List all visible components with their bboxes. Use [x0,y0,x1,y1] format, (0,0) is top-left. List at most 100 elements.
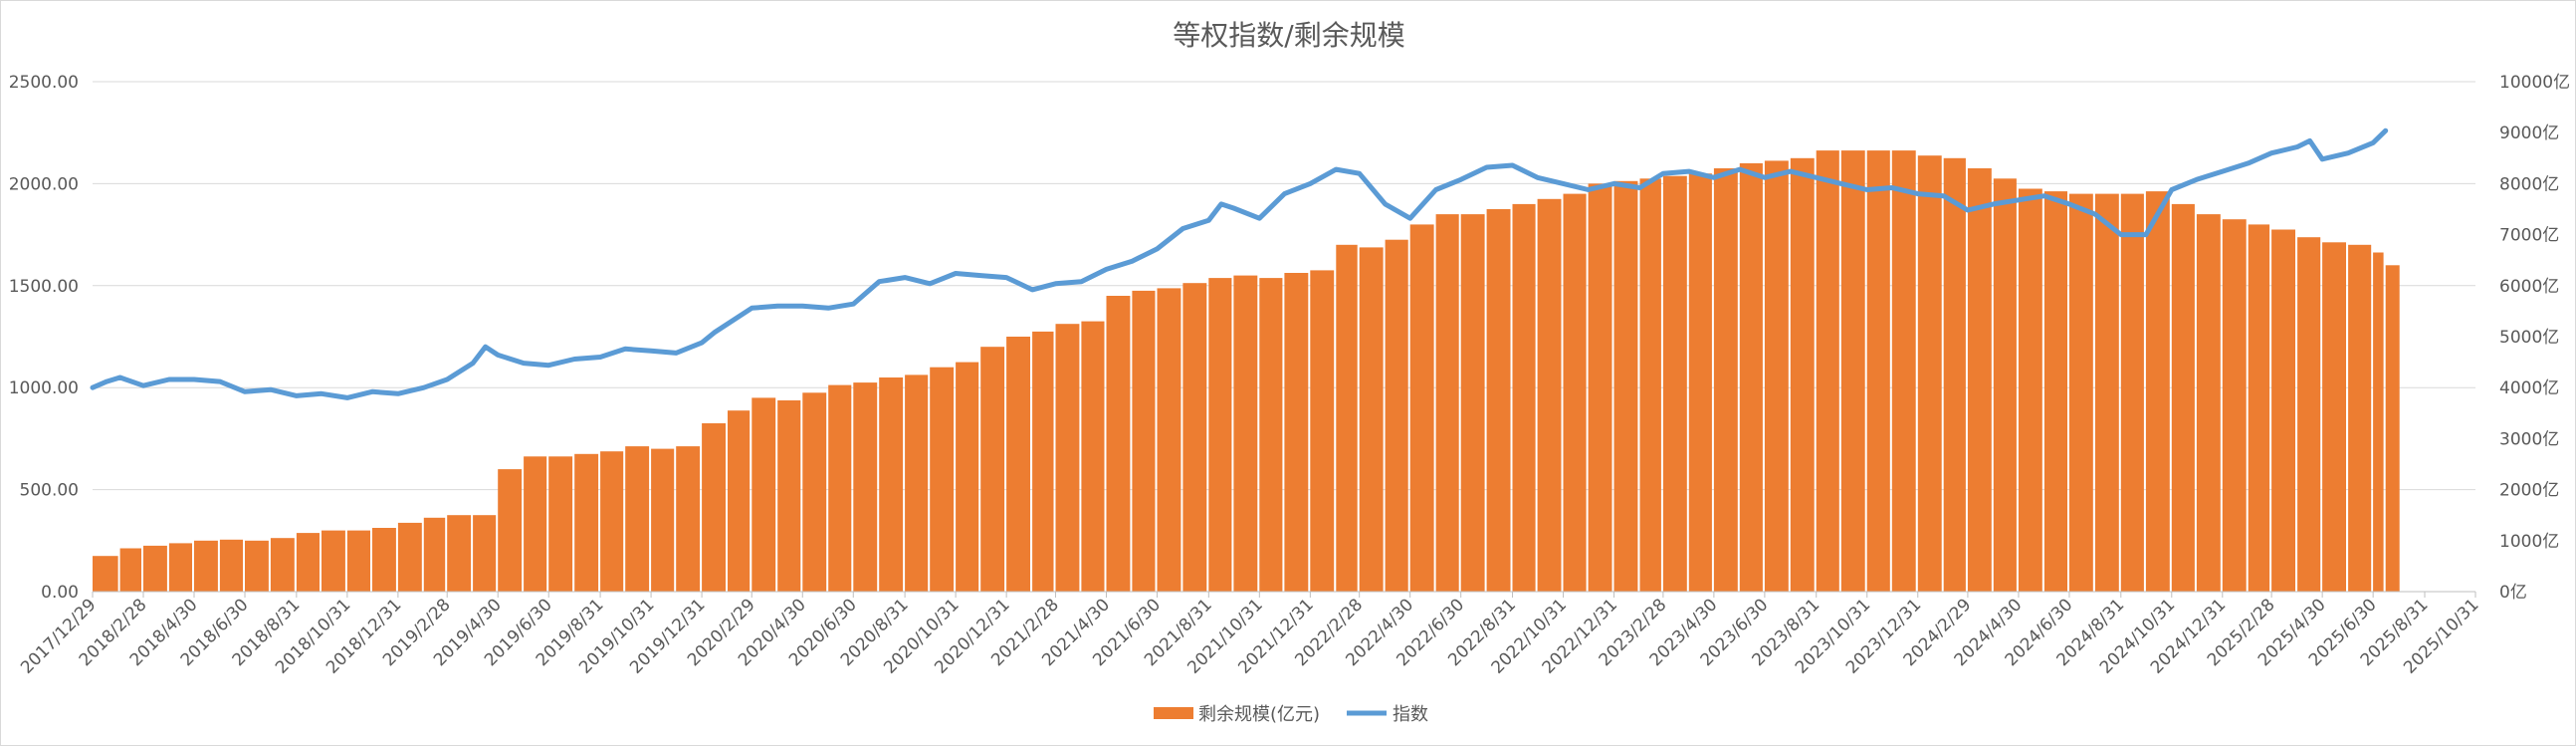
left-tick-label: 1500.00 [9,277,79,297]
bar [447,515,472,592]
bar [473,515,497,592]
bar [1563,193,1587,592]
bar [2145,191,2170,592]
bar [1688,173,1712,592]
bar [194,540,218,592]
bar [802,392,827,592]
bar [423,517,446,592]
bar [1866,150,1890,592]
bar [1055,324,1080,592]
bar [2018,188,2042,592]
bar [625,446,650,592]
bar [1713,168,1738,592]
bar [1891,150,1916,592]
chart-title: 等权指数/剩余规模 [1173,19,1404,52]
bar [1081,321,1105,592]
bar [2196,214,2221,592]
bar [372,528,396,592]
bar [1460,214,1485,592]
right-tick-label: 1000亿 [2499,532,2559,552]
legend-label-bars: 剩余规模(亿元) [1198,704,1320,725]
bar [1208,278,1232,592]
bar [296,533,320,592]
bar [2094,193,2119,592]
bar [853,382,878,592]
bar [1790,157,1815,593]
bar [524,456,547,592]
bar [905,374,929,592]
bar [600,451,624,592]
right-tick-label: 0亿 [2499,583,2527,603]
right-tick-label: 10000亿 [2499,73,2570,93]
bar [1917,155,1942,592]
right-tick-label: 2000亿 [2499,481,2559,501]
bar [1993,178,2017,593]
bar [397,522,422,592]
bar [1764,160,1789,592]
bar [2322,242,2346,593]
left-tick-label: 2500.00 [9,73,79,93]
bar [1613,180,1638,593]
bar [498,469,523,592]
bar [143,545,167,592]
legend: 剩余规模(亿元) 指数 [1154,704,1428,725]
bar [1409,224,1434,592]
bar [1512,203,1536,592]
line-series [90,127,2389,400]
left-axis: 0.00 500.00 1000.00 1500.00 2000.00 2500.00 [9,73,79,603]
bar [930,367,955,592]
bar [2068,193,2093,592]
right-tick-label: 6000亿 [2499,277,2559,297]
bar [728,410,751,592]
bar [2271,229,2295,592]
bar [1233,275,1258,592]
bar [777,400,801,592]
index-line [90,127,2389,400]
bar [2171,203,2195,592]
bar [219,539,243,592]
bar [2222,219,2247,592]
left-tick-label: 1000.00 [9,378,79,398]
bar [1588,183,1612,592]
bar [2385,265,2400,592]
bar [2297,237,2321,592]
bar [676,446,701,592]
bar [828,384,852,592]
bar [702,423,726,592]
bar [1662,175,1687,592]
bar [1537,198,1562,593]
bar [1132,290,1156,592]
bar [651,448,675,592]
bar [2348,244,2372,593]
bar [1182,283,1207,592]
right-tick-label: 8000亿 [2499,174,2559,194]
bar [93,556,118,592]
bar [548,456,573,592]
bar [1639,178,1661,593]
bar [1967,168,1992,592]
right-axis: 0亿 1000亿 2000亿 3000亿 4000亿 5000亿 6000亿 7000亿 800… [2499,73,2570,603]
bar [2043,191,2067,592]
right-tick-label: 5000亿 [2499,328,2559,348]
bar [1486,209,1511,592]
legend-label-line: 指数 [1393,704,1428,725]
bar [1106,296,1131,592]
bar [980,347,1005,592]
bar [1157,288,1181,592]
bar [1385,239,1408,592]
bar [1336,244,1358,593]
bar [1816,150,1839,592]
bar [1006,337,1030,592]
bar [1840,150,1865,592]
right-tick-label: 3000亿 [2499,429,2559,449]
bar [270,538,295,592]
bar [2120,193,2144,592]
bar-series [93,150,2400,593]
bar [1032,331,1054,592]
bar [1359,247,1384,592]
right-tick-label: 9000亿 [2499,124,2559,143]
bar [168,543,192,592]
bar [346,530,370,592]
